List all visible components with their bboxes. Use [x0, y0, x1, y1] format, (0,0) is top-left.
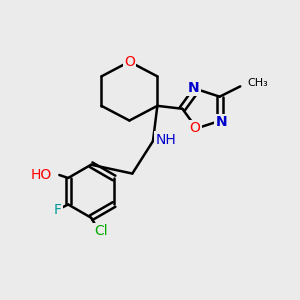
- Text: N: N: [188, 81, 200, 95]
- Text: CH₃: CH₃: [248, 78, 268, 88]
- Text: N: N: [215, 116, 227, 129]
- Text: NH: NH: [156, 133, 177, 147]
- Text: F: F: [54, 203, 62, 218]
- Text: O: O: [124, 55, 135, 69]
- Text: Cl: Cl: [94, 224, 108, 238]
- Text: O: O: [190, 122, 201, 135]
- Text: HO: HO: [31, 168, 52, 182]
